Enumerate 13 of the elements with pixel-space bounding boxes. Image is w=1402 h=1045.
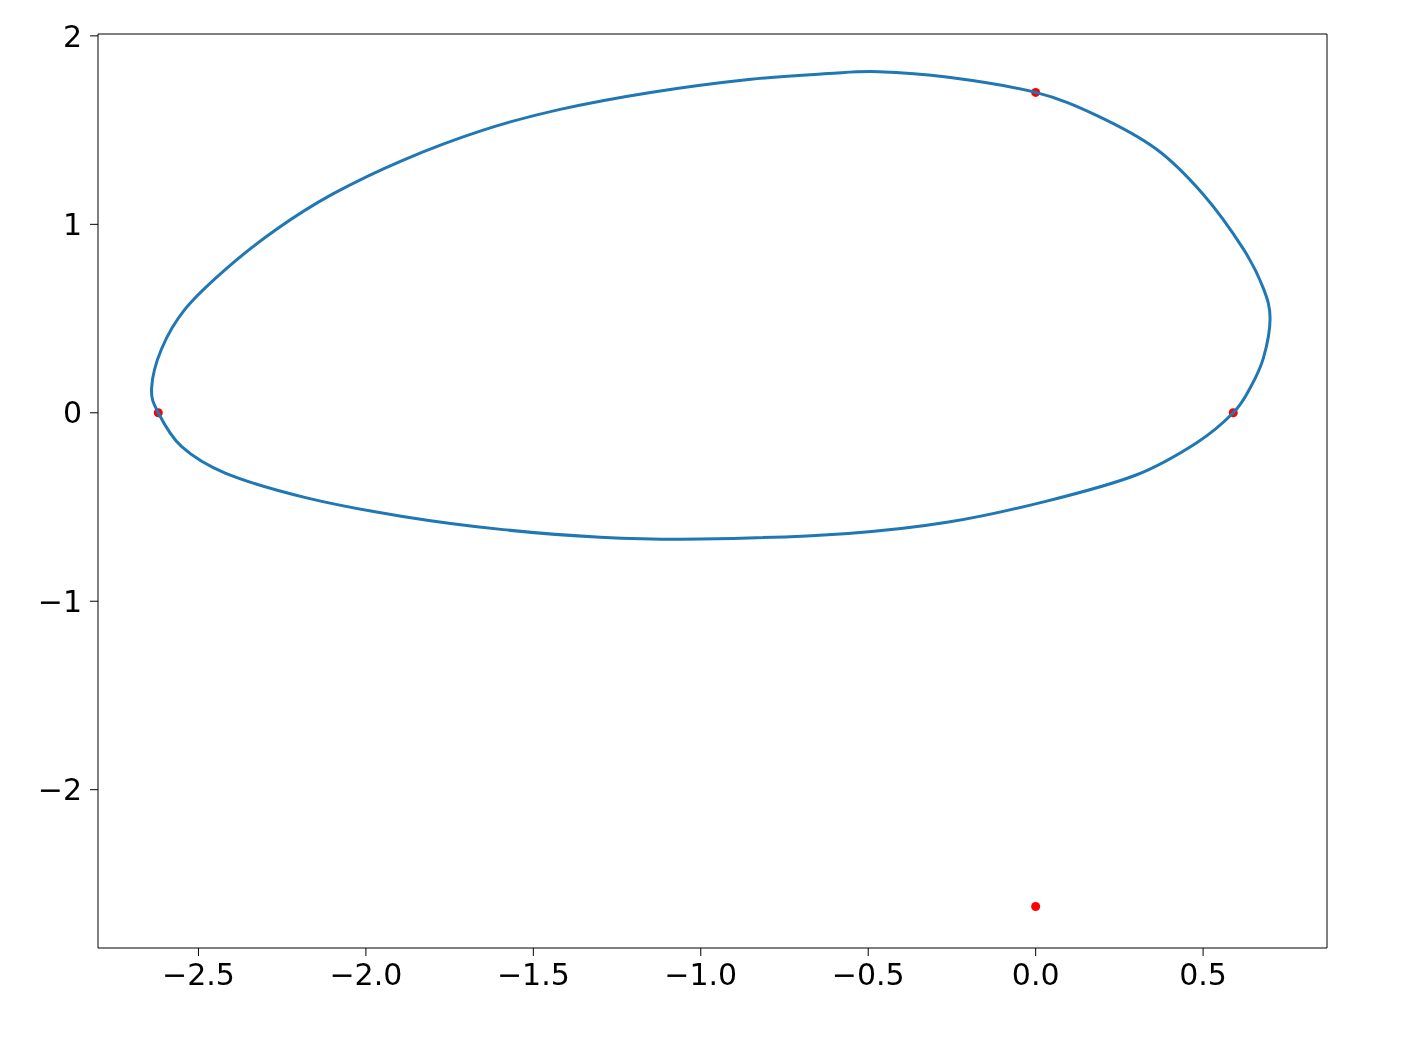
x-tick-label: −2.5 — [162, 957, 235, 993]
y-tick-label: 0 — [62, 395, 82, 431]
x-tick-label: −1.0 — [664, 957, 738, 993]
y-tick-label: −1 — [37, 583, 82, 619]
x-tick-label: 0.5 — [1179, 957, 1227, 993]
x-tick-label: −2.0 — [329, 957, 403, 993]
y-tick-label: 1 — [62, 206, 82, 242]
x-tick-label: 0.0 — [1011, 957, 1060, 993]
y-tick-label: 2 — [62, 18, 82, 54]
point — [1031, 902, 1041, 912]
y-tick-label: −2 — [37, 772, 82, 808]
x-tick-label: −0.5 — [831, 957, 905, 993]
x-tick-label: −1.5 — [496, 957, 570, 993]
